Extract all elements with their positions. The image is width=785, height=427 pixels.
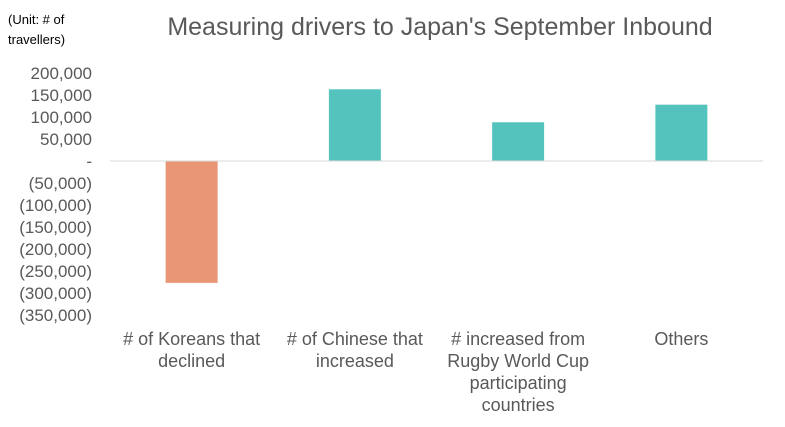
y-tick-label: (50,000) [29,174,92,193]
category-label: # of Koreans that declined [123,329,261,371]
y-tick-label: (100,000) [19,196,92,215]
y-tick-label: 100,000 [31,108,92,127]
category-label: # increased from Rugby World Cup partici… [447,329,589,415]
category-label: # of Chinese that increased [286,329,423,371]
y-tick-label: (300,000) [19,284,92,303]
unit-note: (Unit: # of travellers) [8,12,66,47]
bar [328,89,381,161]
y-tick-label: (350,000) [19,306,92,325]
y-tick-label: - [86,152,92,171]
y-tick-label: (150,000) [19,218,92,237]
y-tick-label: 150,000 [31,86,92,105]
y-tick-label: (250,000) [19,262,92,281]
y-tick-label: 50,000 [40,130,92,149]
y-axis-ticks: 200,000 150,000 100,000 50,000 - (50,000) (100… [19,64,92,325]
bar [165,161,218,283]
bar [655,104,708,161]
y-tick-label: (200,000) [19,240,92,259]
bar [492,122,545,161]
bars [165,89,708,283]
y-tick-label: 200,000 [31,64,92,83]
chart-title: Measuring drivers to Japan's September I… [167,13,713,41]
category-label: Others [654,329,709,349]
